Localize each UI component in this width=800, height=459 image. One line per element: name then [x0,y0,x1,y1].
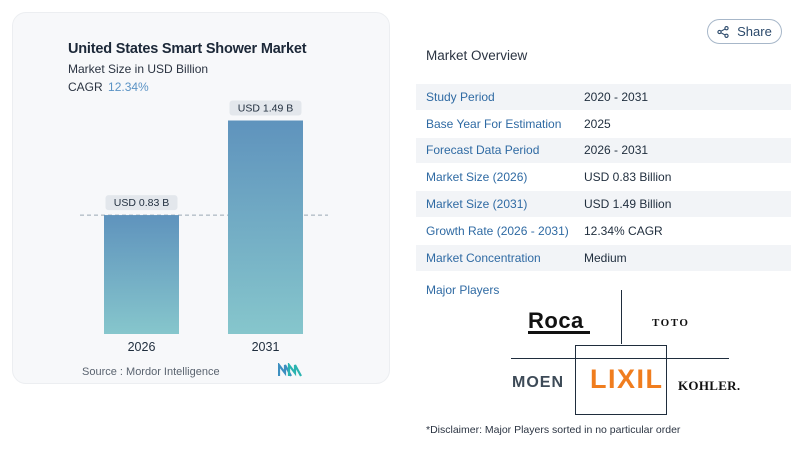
kohler-logo: KOHLER. [678,378,741,393]
overview-row-label: Market Size (2031) [426,197,528,212]
moen-logo: MOEN [512,374,564,391]
divider [575,414,667,415]
overview-row: Base Year For Estimation 2025 [416,110,791,138]
roca-logo-underline [528,331,590,334]
mordor-logo-icon [278,363,302,377]
overview-row-label: Forecast Data Period [426,143,540,158]
overview-row-value: 2026 - 2031 [584,143,649,158]
overview-row-label: Study Period [426,89,495,104]
overview-row-value: Medium [584,250,627,265]
overview-row: Market Size (2026) USD 0.83 Billion [416,164,791,192]
major-players-label: Major Players [426,283,500,297]
chart-card [12,12,390,384]
cagr: CAGR 12.34% [68,80,149,94]
share-button[interactable]: Share [707,19,782,44]
data-label-bg [229,100,302,116]
overview-row-value: USD 1.49 Billion [584,197,672,212]
overview-row-label: Growth Rate (2026 - 2031) [426,223,569,238]
cagr-value: 12.34% [108,80,149,94]
overview-row: Forecast Data Period 2026 - 2031 [416,137,791,165]
divider [511,358,729,359]
divider [575,345,576,415]
share-icon [717,25,729,38]
overview-row-value: USD 0.83 Billion [584,170,672,185]
roca-logo: Roca [528,308,584,333]
overview-row-value: 12.34% CAGR [584,223,663,238]
divider [666,345,667,415]
bar-chart: USD 0.83 B 2026 USD 1.49 B 2031 [80,100,328,354]
overview-row-label: Base Year For Estimation [426,116,562,131]
source-label: Source : [82,366,123,378]
source-value: Mordor Intelligence [126,366,220,378]
overview-row: Study Period 2020 - 2031 [416,84,791,111]
source-note: Source : Mordor Intelligence [82,366,220,378]
overview-row-value: 2025 [584,116,611,131]
overview-row-label: Market Size (2026) [426,170,528,185]
disclaimer: *Disclaimer: Major Players sorted in no … [426,424,681,436]
toto-logo: TOTO [652,317,690,329]
overview-table: Study Period 2020 - 2031 Base Year For E… [416,84,791,272]
overview-row: Growth Rate (2026 - 2031) 12.34% CAGR [416,217,791,245]
divider [621,290,622,344]
data-label: USD 0.83 B [114,197,169,209]
cagr-label: CAGR [68,80,103,94]
share-label: Share [737,24,772,39]
overview-title: Market Overview [426,48,528,63]
x-tick-label: 2031 [252,340,280,354]
x-tick-label: 2026 [128,340,156,354]
bar-2031 [228,120,303,334]
lixil-logo: LIXIL [590,364,664,394]
overview-row-label: Market Concentration [426,250,541,265]
overview-row: Market Size (2031) USD 1.49 Billion [416,191,791,218]
bar-2026 [104,215,179,334]
overview-row-value: 2020 - 2031 [584,89,649,104]
overview-row: Market Concentration Medium [416,244,791,272]
chart-title: United States Smart Shower Market [68,41,307,57]
data-label: USD 1.49 B [238,103,293,115]
data-label-bg [105,195,178,211]
chart-subtitle: Market Size in USD Billion [68,62,209,76]
divider [575,345,667,346]
